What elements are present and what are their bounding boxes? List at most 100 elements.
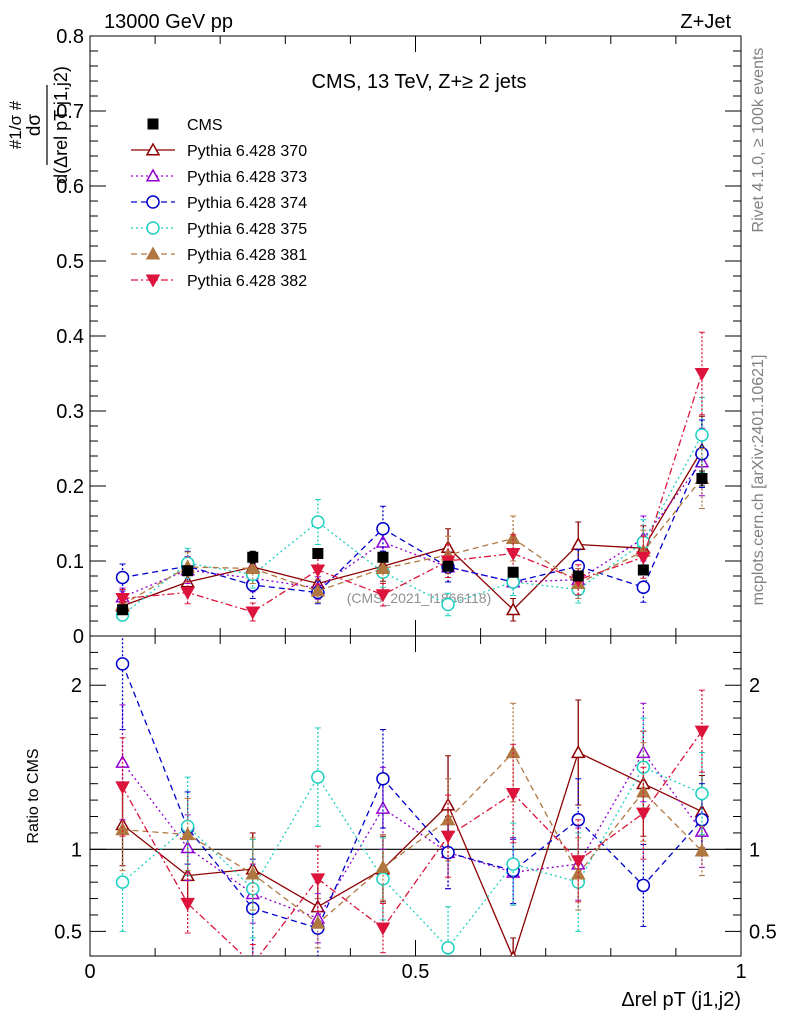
ratio-line-p375	[122, 766, 703, 949]
ratio-series-p374	[115, 636, 709, 956]
main-ylabel-numerator: dσ	[24, 114, 45, 137]
ratio-point-p382	[505, 787, 521, 802]
main-point-p382	[310, 564, 326, 578]
ratio-point-p373	[375, 800, 391, 814]
main-point-p381	[310, 583, 326, 597]
ratio-series-p373	[115, 702, 710, 944]
main-point-p374	[376, 522, 390, 536]
main-point-p382	[694, 367, 710, 382]
ratio-point-p382	[375, 922, 391, 936]
main-point-p373	[375, 534, 391, 548]
main-ytick-label: 0.4	[56, 326, 84, 348]
ratio-plot-area: 0 0.5 10.5 0.51 12 2	[54, 636, 777, 983]
ratio-xtick-label: 0.5	[402, 961, 430, 983]
ratio-xtick-label: 1	[735, 961, 746, 983]
main-point-p381	[245, 560, 261, 575]
ratio-ylabel: Ratio to CMS	[25, 748, 42, 843]
main-point-CMS	[117, 604, 129, 616]
header-process: Z+Jet	[680, 11, 731, 33]
main-ytick-label: 0.2	[56, 476, 84, 498]
legend-label-p374: Pythia 6.428 374	[187, 195, 307, 212]
legend-label-p373: Pythia 6.428 373	[187, 169, 307, 186]
ratio-point-p382	[570, 855, 586, 869]
ratio-point-p370	[509, 950, 517, 956]
ratio-point-p381	[375, 859, 391, 873]
ratio-point-p382	[694, 725, 710, 739]
legend-label-p375: Pythia 6.428 375	[187, 221, 307, 238]
ratio-point-p382	[180, 897, 195, 912]
ratio-line-p374	[121, 663, 703, 929]
legend-marker-p374	[146, 195, 160, 209]
main-point-CMS	[637, 564, 649, 576]
ratio-point-p381	[310, 915, 326, 929]
ratio-point-p375	[506, 857, 520, 871]
main-point-CMS	[507, 566, 519, 578]
rivet-label: Rivet 4.1.0, ≥ 100k events	[750, 48, 767, 233]
legend-marker-p373	[145, 168, 161, 182]
ratio-point-p382	[115, 781, 130, 795]
main-point-p370	[505, 602, 521, 616]
main-line-p373	[122, 461, 703, 598]
main-line-p374	[122, 453, 703, 594]
main-point-p375	[311, 515, 325, 529]
ratio-ytick-label-right: 1	[749, 839, 760, 861]
main-ylabel: dσ d(Δrel pT j1,j2) #1/σ #	[6, 66, 71, 184]
ratio-point-p382	[440, 830, 456, 844]
main-point-p381	[375, 560, 391, 575]
main-series-p382	[115, 331, 710, 622]
legend-marker-p382	[145, 274, 161, 288]
ratio-ytick-label: 0.5	[54, 921, 82, 943]
main-line-p375	[122, 434, 703, 616]
legend: CMS Pythia 6.428 370 Pythia 6.428 373 Pythi…	[131, 117, 307, 290]
ratio-ytick-label: 1	[71, 839, 82, 861]
ratio-ytick-label-right: 2	[749, 675, 760, 697]
ratio-point-p375	[115, 875, 130, 889]
legend-label-p381: Pythia 6.428 381	[187, 247, 307, 264]
ratio-line-p373	[122, 751, 703, 920]
legend-label-p370: Pythia 6.428 370	[187, 143, 307, 160]
ratio-line-p381	[122, 751, 703, 925]
ratio-point-p370	[570, 744, 586, 759]
ratio-line-p382	[121, 730, 703, 956]
main-ytick-label: 0.6	[56, 176, 84, 198]
main-ytick-label: 0.8	[56, 26, 84, 48]
main-ytick-label: 0.3	[56, 401, 84, 423]
legend-marker-p375	[146, 221, 160, 235]
ratio-point-p381	[180, 827, 195, 841]
main-point-p382	[245, 606, 261, 620]
legend-marker-p381	[145, 246, 161, 260]
main-point-CMS	[442, 560, 454, 572]
main-point-p381	[505, 530, 521, 545]
main-point-p382	[636, 551, 651, 565]
main-point-CMS	[377, 551, 389, 563]
mcplots-label: mcplots.cern.ch [arXiv:2401.10621]	[750, 355, 767, 606]
legend-marker-p370	[145, 142, 161, 156]
main-point-p375	[506, 575, 520, 589]
main-ytick-label: 0	[73, 626, 84, 648]
ratio-series-p375	[115, 717, 709, 956]
main-point-p382	[115, 592, 130, 607]
ratio-point-p381	[505, 744, 521, 759]
ratio-point-p382	[310, 873, 326, 887]
main-point-CMS	[247, 551, 259, 563]
ratio-point-p374	[695, 813, 709, 827]
ratio-line-p370	[122, 751, 703, 956]
x-axis-label: Δrel pT (j1,j2)	[621, 989, 741, 1011]
legend-label-p382: Pythia 6.428 382	[187, 273, 307, 290]
ratio-point-p375	[246, 881, 260, 896]
main-point-CMS	[182, 565, 194, 577]
main-point-p382	[375, 589, 391, 603]
main-line-p381	[122, 478, 703, 606]
main-ytick-label: 0.5	[56, 251, 84, 273]
main-plot-title: CMS, 13 TeV, Z+≥ 2 jets	[312, 71, 527, 93]
legend-marker-CMS	[147, 118, 159, 130]
header-energy: 13000 GeV pp	[104, 11, 233, 33]
ratio-point-p374	[636, 878, 651, 893]
main-line-p370	[122, 449, 703, 611]
ratio-point-p375	[441, 941, 455, 955]
ratio-point-p375	[695, 786, 709, 801]
ratio-point-p382	[636, 807, 651, 821]
main-series-p375	[115, 397, 709, 622]
ratio-series-p381	[115, 702, 710, 949]
